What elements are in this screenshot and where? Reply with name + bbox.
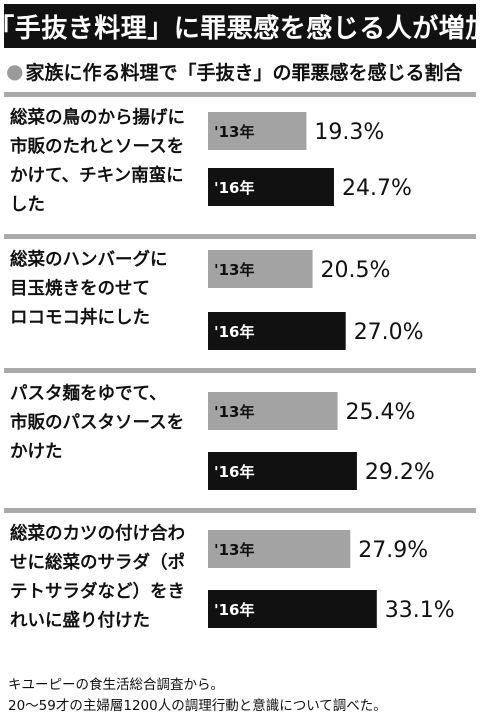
divider-2: [4, 368, 476, 373]
bar-2016-2: [208, 312, 346, 350]
category-label: 総菜の鳥のから揚げに 市販のたれとソースを かけて、チキン南蛮に した: [10, 108, 185, 215]
bar-year-label: '13年: [214, 261, 254, 279]
bar-2013-2: [208, 250, 313, 288]
category-label: 総菜のカツの付け合わ せに総菜のサラダ（ポ テトサラダなど）をき れいに盛り付け…: [10, 524, 185, 631]
bar-2013-3: [208, 392, 338, 430]
chart-title: 「手抜き料理」に罪悪感を感じる人が増加: [0, 4, 480, 48]
bar-value-label: 19.3%: [314, 120, 384, 145]
bar-year-label: '16年: [214, 463, 254, 481]
bar-year-label: '16年: [214, 179, 254, 197]
bar-value-label: 33.1%: [385, 598, 455, 623]
bar-2013-4: [208, 530, 351, 568]
divider-top: [4, 92, 476, 97]
chart-subtitle: ● 家族に作る料理で「手抜き」の罪悪感を感じる割合: [6, 54, 476, 88]
bar-value-label: 20.5%: [321, 258, 391, 283]
bullet-icon: ●: [6, 59, 24, 83]
bar-value-label: 24.7%: [342, 176, 412, 201]
bar-year-label: '13年: [214, 403, 254, 421]
footer-note-2: 20～59才の主婦層1200人の調理行動と意識について調べた。: [8, 698, 387, 714]
footer-note-1: キユーピーの食生活総合調査から。: [8, 677, 224, 693]
category-label: 総菜のハンバーグに 目玉焼きをのせて ロコモコ丼にした: [10, 250, 168, 328]
bar-year-label: '16年: [214, 323, 254, 341]
bar-value-label: 25.4%: [346, 400, 416, 425]
bar-year-label: '13年: [214, 123, 254, 141]
bar-year-label: '13年: [214, 541, 254, 559]
divider-3: [4, 508, 476, 513]
bar-2013-1: [208, 112, 307, 150]
bar-value-label: 27.9%: [358, 538, 428, 563]
bar-2016-4: [208, 590, 377, 628]
subtitle-text: 家族に作る料理で「手抜き」の罪悪感を感じる割合: [25, 61, 463, 84]
bar-2016-1: [208, 168, 334, 206]
bar-year-label: '16年: [214, 601, 254, 619]
category-label: パスタ麺をゆでて、 市販のパスタソースを かけた: [10, 384, 185, 462]
bar-value-label: 29.2%: [365, 460, 435, 485]
bar-2016-3: [208, 452, 357, 490]
bar-value-label: 27.0%: [354, 320, 424, 345]
divider-1: [4, 234, 476, 239]
